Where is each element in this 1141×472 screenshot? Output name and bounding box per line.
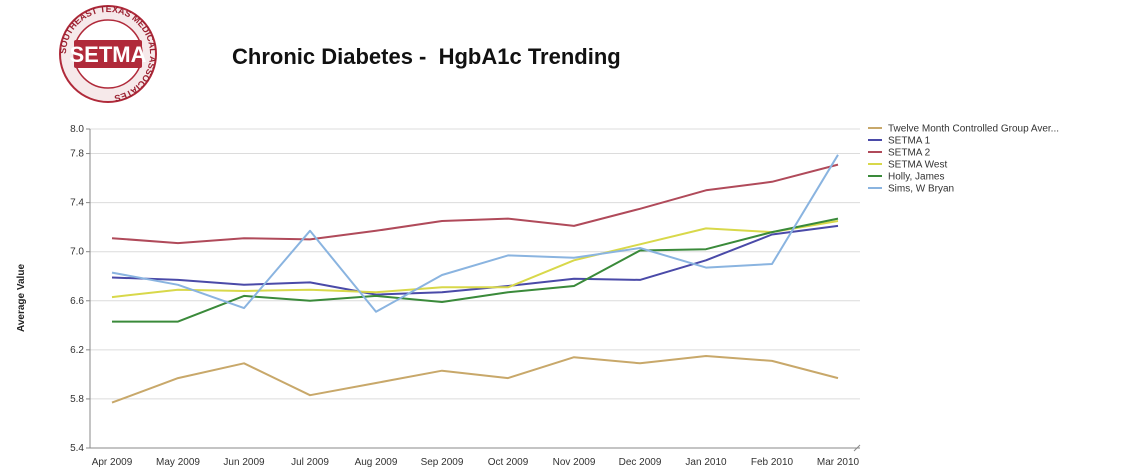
- legend-label: Twelve Month Controlled Group Aver...: [888, 124, 1059, 135]
- y-tick-label: 6.6: [70, 296, 84, 307]
- x-tick-label: May 2009: [156, 457, 200, 468]
- x-tick-label: Nov 2009: [553, 457, 596, 468]
- x-tick-label: Jun 2009: [223, 457, 265, 468]
- legend-label: SETMA West: [888, 160, 947, 171]
- y-tick-label: 8.0: [70, 124, 84, 135]
- y-tick-label: 5.4: [70, 443, 84, 454]
- x-tick-label: Dec 2009: [619, 457, 662, 468]
- y-tick-label: 7.0: [70, 247, 84, 258]
- x-tick-label: Apr 2009: [92, 457, 133, 468]
- y-axis-title: Average Value: [16, 264, 27, 332]
- y-tick-label: 7.4: [70, 198, 84, 209]
- x-tick-label: Sep 2009: [421, 457, 464, 468]
- legend: Twelve Month Controlled Group Aver...SET…: [868, 124, 1059, 195]
- x-axis-end: [853, 444, 861, 452]
- setma-logo: SOUTHEAST TEXAS MEDICAL ASSOCIATES SETMA: [58, 4, 158, 104]
- legend-label: Holly, James: [888, 172, 945, 183]
- x-tick-label: Jul 2009: [291, 457, 329, 468]
- y-tick-label: 6.2: [70, 345, 84, 356]
- series-line: [112, 217, 839, 323]
- x-tick-label: Oct 2009: [488, 457, 529, 468]
- x-tick-label: Mar 2010: [817, 457, 860, 468]
- x-tick-label: Jan 2010: [685, 457, 727, 468]
- legend-label: Sims, W Bryan: [888, 184, 954, 195]
- legend-label: SETMA 1: [888, 136, 931, 147]
- series-line: [111, 163, 839, 245]
- chart-title: Chronic Diabetes - HgbA1c Trending: [232, 44, 621, 69]
- series-line: [111, 220, 839, 299]
- series-line: [111, 154, 839, 313]
- series-lines: [111, 154, 839, 404]
- y-tick-label: 7.8: [70, 149, 84, 160]
- svg-text:SETMA: SETMA: [70, 42, 147, 67]
- x-tick-label: Aug 2009: [355, 457, 398, 468]
- x-tick-label: Feb 2010: [751, 457, 794, 468]
- series-line: [111, 355, 839, 404]
- y-tick-label: 5.8: [70, 394, 84, 405]
- series-line: [111, 224, 839, 296]
- legend-label: SETMA 2: [888, 148, 931, 159]
- axes: 5.4 5.8 6.2 6.6 7.0 7.4 7.8 8.0 Apr 2009 May 2009…: [70, 124, 861, 468]
